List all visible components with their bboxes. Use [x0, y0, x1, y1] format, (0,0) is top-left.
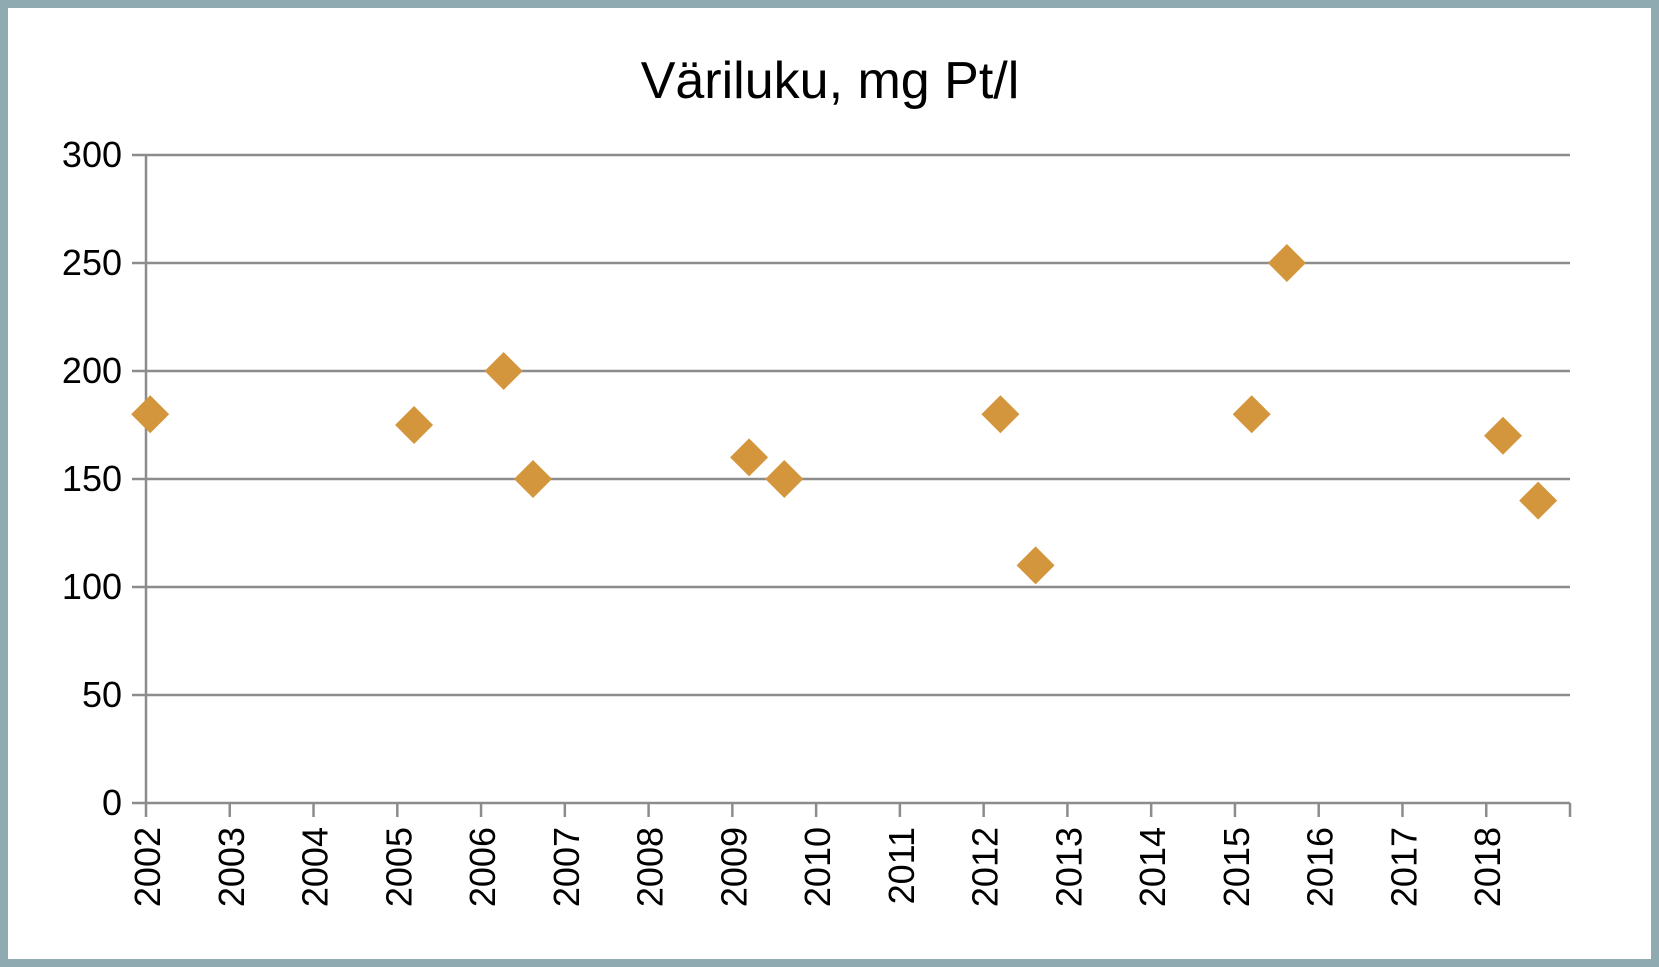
y-tick-label-0: 0	[102, 782, 122, 823]
data-points	[131, 244, 1558, 585]
x-axis-tick-labels: 2002 2003 2004 2005 2006 2007 2008 2009 2010 2011…	[127, 827, 1508, 907]
chart-title: Väriluku, mg Pt/l	[641, 52, 1020, 110]
x-tick-label-2012: 2012	[965, 827, 1006, 907]
data-point-5	[730, 438, 769, 477]
x-tick-label-2013: 2013	[1048, 827, 1089, 907]
x-tick-label-2002: 2002	[127, 827, 168, 907]
x-tick-label-2017: 2017	[1383, 827, 1424, 907]
gridlines	[146, 153, 1570, 697]
x-tick-label-2006: 2006	[462, 827, 503, 907]
data-point-6	[765, 460, 804, 498]
data-point-10	[1267, 244, 1306, 282]
y-tick-label-150: 150	[62, 458, 122, 499]
axes	[132, 153, 1572, 817]
x-tick-label-2003: 2003	[211, 827, 252, 907]
x-tick-label-2005: 2005	[378, 827, 419, 907]
data-point-12	[1519, 481, 1558, 520]
data-point-9	[1232, 395, 1271, 434]
data-point-3	[484, 352, 523, 390]
y-axis-tick-labels: 0 50 100 150 200 250 300	[62, 134, 122, 823]
x-tick-label-2008: 2008	[630, 827, 671, 907]
data-point-11	[1483, 416, 1522, 455]
data-point-4	[513, 460, 552, 498]
data-point-7	[981, 395, 1020, 434]
data-point-2	[395, 406, 434, 444]
x-tick-label-2004: 2004	[295, 827, 336, 907]
y-tick-label-200: 200	[62, 350, 122, 391]
x-tick-label-2016: 2016	[1300, 827, 1341, 907]
data-point-1	[131, 395, 170, 434]
data-point-8	[1016, 546, 1055, 585]
x-tick-label-2010: 2010	[797, 827, 838, 907]
y-tick-label-250: 250	[62, 242, 122, 283]
x-tick-label-2014: 2014	[1132, 827, 1173, 907]
x-tick-label-2018: 2018	[1467, 827, 1508, 907]
y-tick-label-50: 50	[82, 674, 122, 715]
x-tick-label-2011: 2011	[881, 827, 922, 904]
y-tick-label-100: 100	[62, 566, 122, 607]
x-tick-label-2009: 2009	[713, 827, 754, 907]
y-tick-label-300: 300	[62, 134, 122, 175]
x-tick-label-2015: 2015	[1216, 827, 1257, 907]
x-tick-label-2007: 2007	[546, 827, 587, 907]
